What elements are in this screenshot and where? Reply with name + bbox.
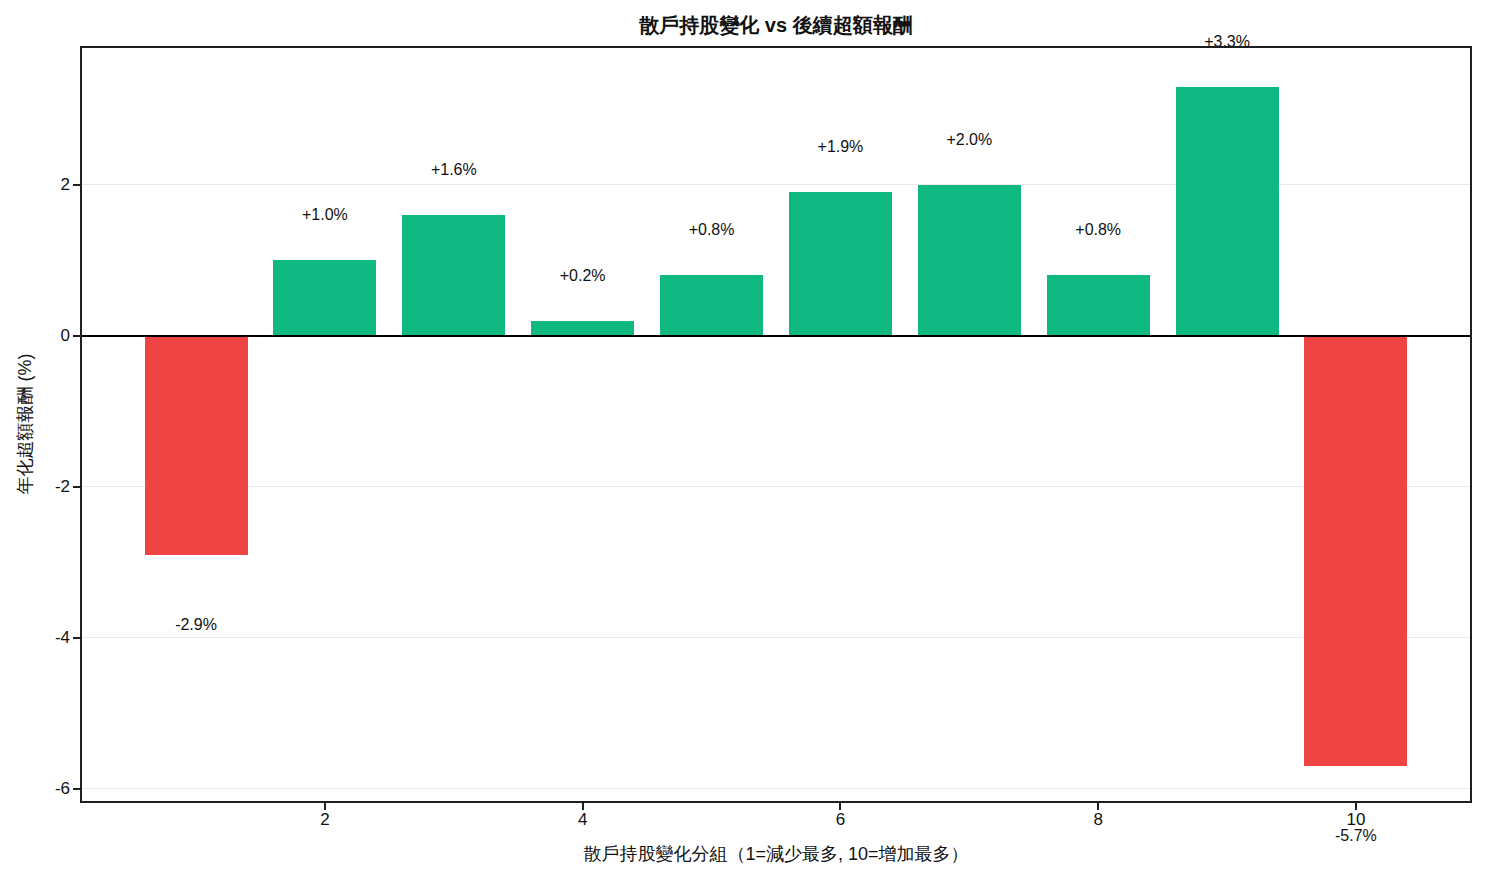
- bar-value-label: +1.6%: [384, 159, 524, 181]
- grid-line: [82, 788, 1470, 789]
- x-tick-label: 6: [810, 809, 870, 831]
- bar-value-label: +1.9%: [770, 136, 910, 158]
- y-axis-title: 年化超額報酬 (%): [13, 274, 37, 574]
- x-tick-label: 2: [295, 809, 355, 831]
- bar: [660, 275, 763, 335]
- y-tick-label: -2: [20, 476, 70, 498]
- bar-value-label: +1.0%: [255, 204, 395, 226]
- y-tick: [73, 184, 80, 186]
- y-tick: [73, 637, 80, 639]
- bar: [1176, 87, 1279, 336]
- y-tick-label: -6: [20, 778, 70, 800]
- bar-value-label: +0.2%: [513, 265, 653, 287]
- bar-value-label: +0.8%: [642, 219, 782, 241]
- bar: [273, 260, 376, 336]
- y-tick: [73, 486, 80, 488]
- x-tick-label: 4: [553, 809, 613, 831]
- zero-line: [82, 335, 1470, 337]
- x-axis-title: 散戶持股變化分組（1=減少最多, 10=增加最多）: [82, 842, 1470, 866]
- grid-line: [82, 637, 1470, 638]
- bar-value-label: +2.0%: [899, 129, 1039, 151]
- y-tick: [73, 335, 80, 337]
- bar-value-label: -5.7%: [1286, 825, 1426, 847]
- grid-line: [82, 486, 1470, 487]
- bar: [145, 336, 248, 555]
- y-tick-label: 0: [20, 325, 70, 347]
- bar-value-label: -2.9%: [126, 614, 266, 636]
- bar: [531, 321, 634, 336]
- bar-value-label: +0.8%: [1028, 219, 1168, 241]
- bar: [1047, 275, 1150, 335]
- x-tick-label: 8: [1068, 809, 1128, 831]
- y-tick-label: -4: [20, 627, 70, 649]
- bar-chart-figure: 散戶持股變化 vs 後續超額報酬 年化超額報酬 (%) 散戶持股變化分組（1=減…: [0, 0, 1485, 885]
- y-tick: [73, 788, 80, 790]
- bar: [918, 185, 1021, 336]
- y-tick-label: 2: [20, 174, 70, 196]
- bar: [789, 192, 892, 336]
- bar-value-label: +3.3%: [1157, 31, 1297, 53]
- bar: [1304, 336, 1407, 767]
- bar: [402, 215, 505, 336]
